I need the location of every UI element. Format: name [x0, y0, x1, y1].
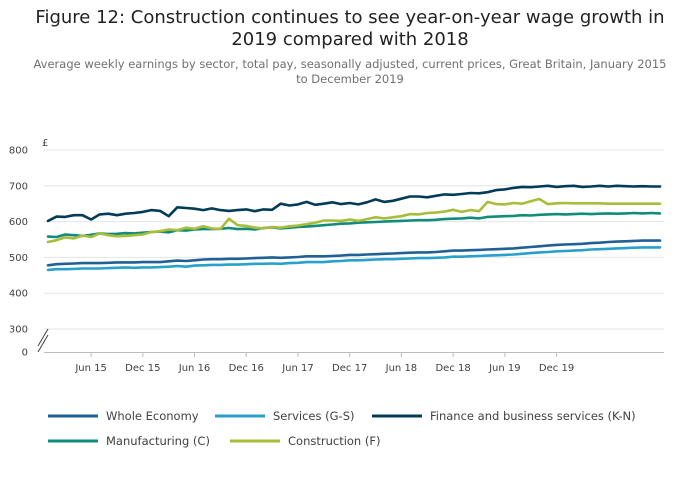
x-tick-label: Jun 19 — [488, 363, 521, 374]
gridlines — [44, 149, 664, 330]
y-axis-ticks: 0 300 400 500 600 700 800 — [9, 146, 28, 359]
x-tick-label: Jun 15 — [74, 363, 107, 374]
y-tick-label: 400 — [9, 289, 28, 300]
x-tick-label: Dec 15 — [125, 363, 160, 374]
y-tick-label: 300 — [9, 325, 28, 336]
series-line-whole-economy — [46, 239, 662, 267]
y-tick-label: 700 — [9, 181, 28, 192]
x-axis-ticks: Jun 15 Dec 15 Jun 16 Dec 16 Jun 17 Dec 17 Jun … — [74, 352, 574, 374]
x-tick-label: Jun 18 — [385, 363, 418, 374]
series-line-construction-f — [46, 197, 662, 244]
chart-title: Figure 12: Construction continues to see… — [35, 7, 665, 50]
series-line-services-g-s — [46, 246, 662, 272]
legend-label: Whole Economy — [106, 409, 199, 423]
axis-break-icon — [37, 328, 49, 353]
x-tick-label: Jun 16 — [178, 363, 211, 374]
x-tick-label: Dec 18 — [435, 363, 470, 374]
series-line-manufacturing-c — [46, 211, 662, 239]
y-axis-label: £ — [42, 138, 48, 149]
x-tick-label: Jun 17 — [281, 363, 314, 374]
y-tick-label: 800 — [9, 146, 28, 157]
legend-label: Services (G-S) — [273, 409, 354, 423]
x-tick-label: Dec 16 — [229, 363, 264, 374]
chart-subtitle: Average weekly earnings by sector, total… — [33, 57, 667, 86]
y-tick-label: 500 — [9, 253, 28, 264]
series-line-finance-and-business-services-k-n — [46, 184, 662, 223]
legend-label: Finance and business services (K-N) — [430, 409, 636, 423]
legend: Whole Economy Services (G-S) Finance and b… — [48, 409, 636, 448]
x-tick-label: Dec 19 — [539, 363, 574, 374]
series-lines — [46, 184, 662, 272]
legend-label: Manufacturing (C) — [106, 434, 210, 448]
legend-label: Construction (F) — [288, 434, 380, 448]
y-tick-label: 600 — [9, 217, 28, 228]
y-tick-label: 0 — [22, 348, 28, 359]
x-tick-label: Dec 17 — [332, 363, 367, 374]
